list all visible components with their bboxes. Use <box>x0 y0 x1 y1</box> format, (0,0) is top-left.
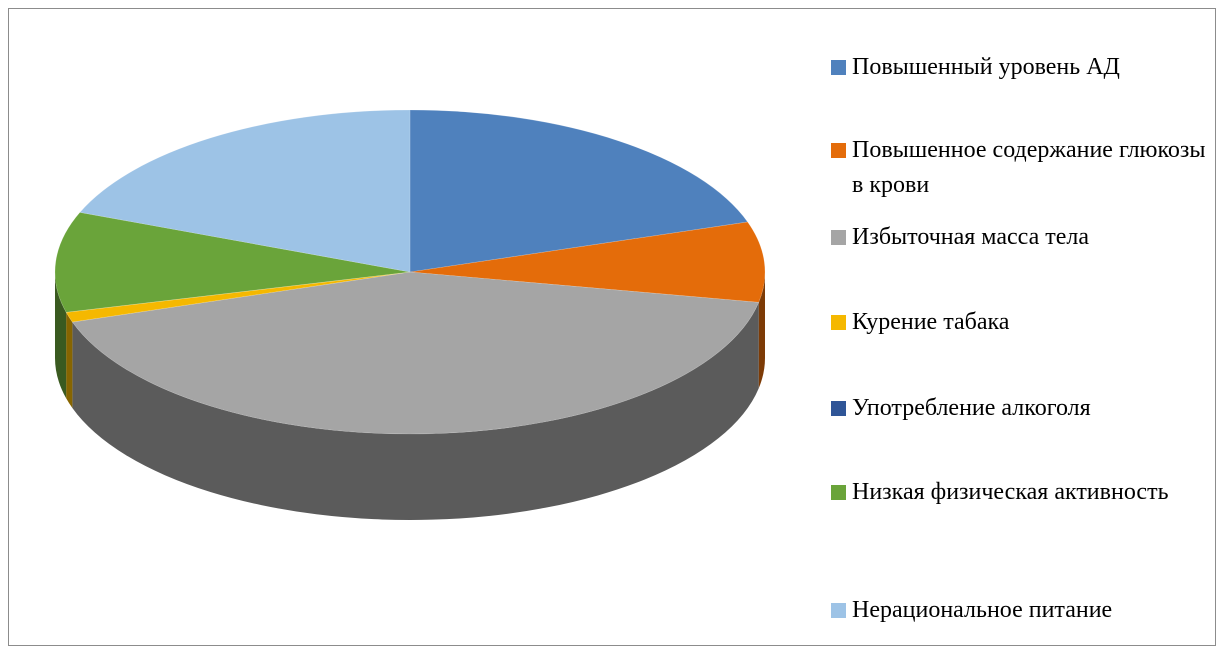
slice <box>54 212 411 313</box>
slice-side <box>66 312 73 409</box>
legend-swatch <box>831 230 846 245</box>
legend-label: Повышенный уровень АД <box>852 54 1120 80</box>
legend-label: Употребление алкоголя <box>852 395 1091 421</box>
slice-side <box>55 272 67 399</box>
legend-item: Курение табака <box>831 305 1208 340</box>
legend-label: Повышенное содержание глюкозы в крови <box>852 137 1206 198</box>
slice <box>79 109 411 273</box>
legend-label: Низкая физическая активность <box>852 479 1169 505</box>
legend-item: Низкая физическая активность <box>831 475 1208 510</box>
legend-label: Нерациональное питание <box>852 597 1113 623</box>
pie-sides <box>55 272 765 520</box>
legend-swatch <box>831 485 846 500</box>
pie-top <box>54 109 766 435</box>
legend-swatch <box>831 143 846 158</box>
legend-item: Избыточная масса тела <box>831 220 1208 255</box>
legend-label: Избыточная масса тела <box>852 224 1089 250</box>
legend-item: Повышенное содержание глюкозы в крови <box>831 133 1208 203</box>
legend-swatch <box>831 315 846 330</box>
slice <box>71 271 760 435</box>
legend-swatch <box>831 401 846 416</box>
slice-side <box>72 302 759 520</box>
slice <box>409 221 766 303</box>
pie-area <box>54 109 766 520</box>
slice <box>409 109 749 273</box>
chart-frame <box>8 8 1216 646</box>
legend-swatch <box>831 603 846 618</box>
legend-item: Повышенный уровень АД <box>831 50 1208 85</box>
slice <box>65 271 411 323</box>
slice-side <box>758 272 765 389</box>
legend-swatch <box>831 60 846 75</box>
legend-item: Употребление алкоголя <box>831 391 1208 426</box>
legend-label: Курение табака <box>852 309 1010 335</box>
legend-item: Нерациональное питание <box>831 593 1208 628</box>
